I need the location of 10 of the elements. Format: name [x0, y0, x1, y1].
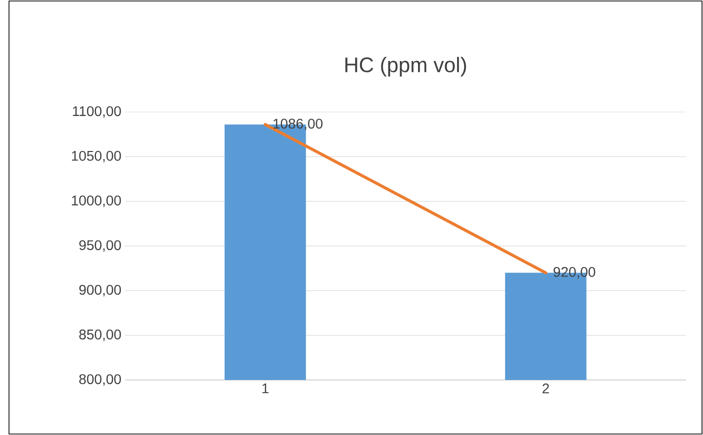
y-tick-label: 1050,00: [72, 150, 121, 162]
y-tick-label: 1100,00: [72, 106, 121, 118]
chart-title: HC (ppm vol): [345, 56, 466, 76]
y-tick-label: 1000,00: [72, 196, 121, 208]
y-tick-label: 850,00: [79, 330, 121, 342]
x-tick-label: 1: [262, 384, 268, 394]
y-tick-label: 900,00: [79, 284, 121, 296]
y-tick-label: 950,00: [79, 240, 121, 252]
x-tick-label: 2: [542, 384, 549, 394]
y-tick-label: 800,00: [79, 374, 121, 386]
